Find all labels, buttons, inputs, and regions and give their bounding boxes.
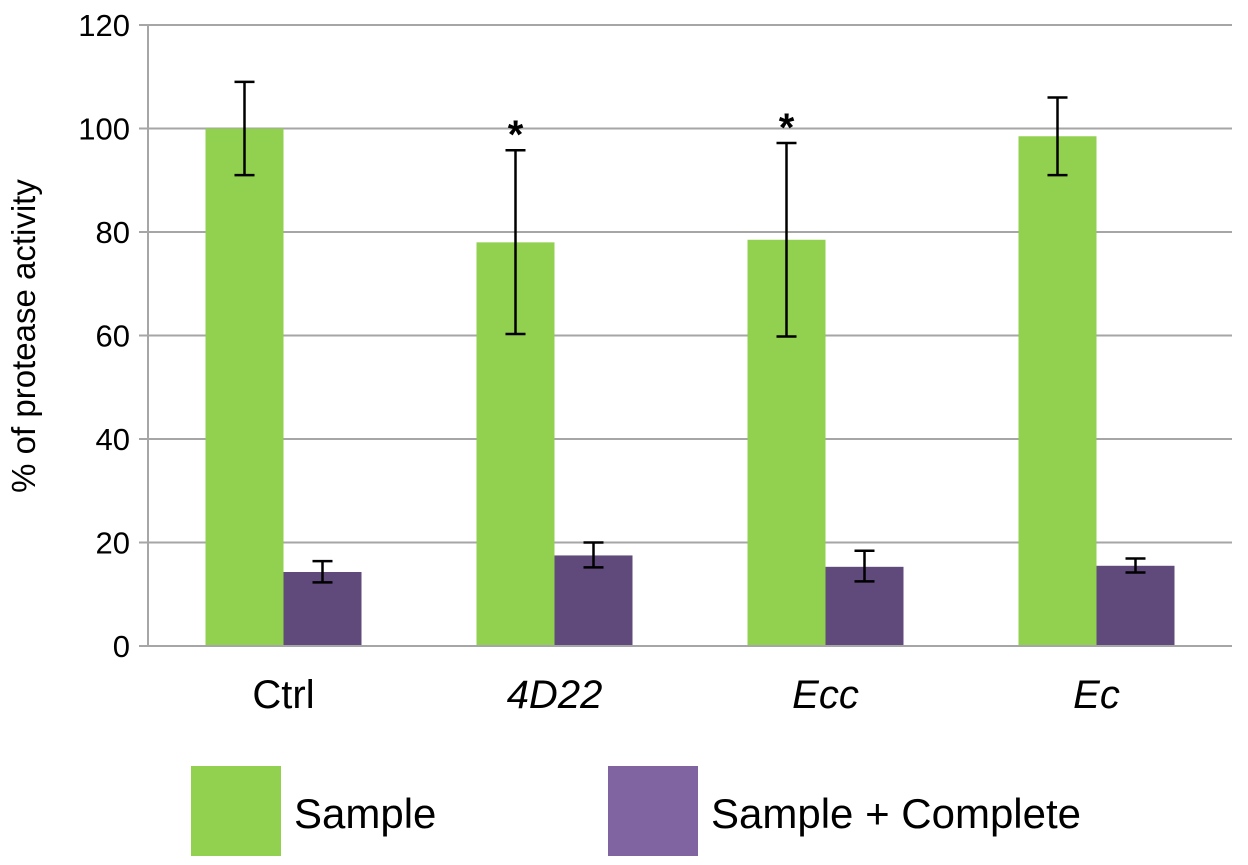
gridlines xyxy=(148,24,1232,647)
y-tick-label: 60 xyxy=(96,319,130,354)
x-tick-label: Ctrl xyxy=(252,673,314,717)
legend: Sample Sample + Complete xyxy=(191,766,1081,856)
bars xyxy=(205,128,1175,646)
y-tick-label: 120 xyxy=(78,8,130,43)
y-axis: 0 20 40 60 80 100 120 xyxy=(78,8,149,664)
y-tick-label: 40 xyxy=(96,422,130,457)
x-axis: Ctrl 4D22 Ecc Ec xyxy=(148,645,1232,717)
y-tick-label: 0 xyxy=(113,629,130,664)
y-axis-label: % of protease activity xyxy=(5,179,42,493)
annotations: * * xyxy=(508,106,795,157)
bar-sample xyxy=(1018,136,1097,646)
significance-marker: * xyxy=(508,113,524,157)
y-tick-label: 100 xyxy=(78,112,130,147)
x-tick-label: Ecc xyxy=(792,673,859,717)
legend-label: Sample + Complete xyxy=(711,790,1081,837)
error-bars xyxy=(234,80,1146,584)
legend-swatch xyxy=(191,766,281,856)
legend-swatch xyxy=(608,766,698,856)
bar-sample-complete xyxy=(283,571,362,646)
bar-sample-complete xyxy=(554,555,633,646)
significance-marker: * xyxy=(779,106,795,150)
bar-sample xyxy=(205,128,284,646)
x-tick-label: Ec xyxy=(1073,673,1120,717)
legend-label: Sample xyxy=(294,790,436,837)
bar-sample-complete xyxy=(1096,565,1175,646)
y-tick-label: 20 xyxy=(96,526,130,561)
y-tick-label: 80 xyxy=(96,215,130,250)
x-tick-label: 4D22 xyxy=(507,673,603,717)
